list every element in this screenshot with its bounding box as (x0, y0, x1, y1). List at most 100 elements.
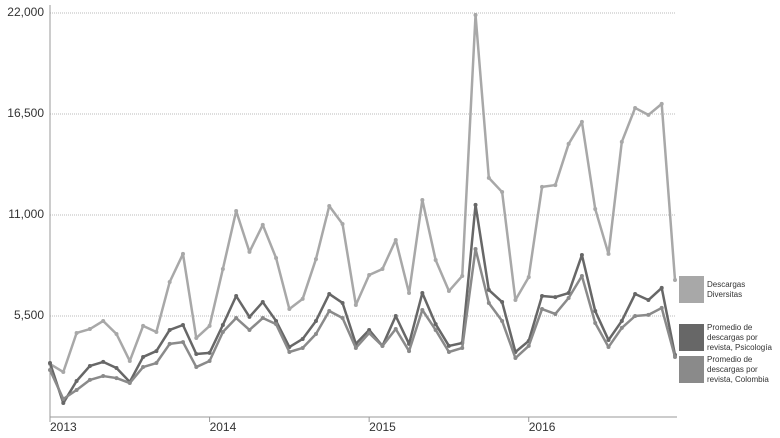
y-tick-label: 22,000 (7, 5, 44, 19)
data-point (141, 365, 146, 370)
data-point (619, 139, 624, 144)
data-point (646, 298, 651, 303)
data-point (154, 361, 159, 366)
data-point (313, 318, 318, 323)
series (48, 202, 677, 406)
data-point (180, 251, 185, 256)
data-point (500, 318, 505, 323)
x-tick-label: 2014 (210, 420, 237, 434)
data-point (87, 327, 92, 332)
legend-swatch (679, 276, 704, 303)
data-point (526, 275, 531, 280)
legend-label: Promedio de descargas por revista, Colom… (707, 354, 769, 384)
data-point (154, 349, 159, 354)
data-point (220, 266, 225, 271)
data-point (579, 119, 584, 124)
data-point (313, 331, 318, 336)
data-point (606, 251, 611, 256)
data-point (260, 222, 265, 227)
data-point (340, 221, 345, 226)
legend-swatch (679, 324, 704, 351)
data-point (540, 307, 545, 312)
data-point (127, 358, 132, 363)
data-point (593, 206, 598, 211)
data-point (74, 388, 79, 393)
data-point (340, 316, 345, 321)
series-line (48, 203, 677, 405)
data-point (101, 359, 106, 364)
data-point (473, 246, 478, 251)
data-point (673, 354, 677, 359)
data-point (287, 307, 292, 312)
data-point (207, 323, 212, 328)
data-point (500, 300, 505, 305)
data-point (433, 327, 438, 332)
data-point (473, 13, 478, 18)
data-point (300, 336, 305, 341)
data-point (633, 105, 638, 110)
data-point (48, 361, 52, 366)
data-point (167, 280, 172, 285)
data-point (367, 273, 372, 278)
data-point (74, 330, 79, 335)
x-tick-label: 2016 (529, 420, 556, 434)
data-point (207, 350, 212, 355)
data-point (194, 365, 199, 370)
series (48, 246, 677, 402)
data-point (367, 327, 372, 332)
data-point (340, 300, 345, 305)
series-line (49, 13, 677, 374)
data-point (220, 329, 225, 334)
data-point (673, 278, 677, 283)
data-point (486, 287, 491, 292)
data-point (446, 289, 451, 294)
data-point (300, 345, 305, 350)
data-point (433, 257, 438, 262)
data-point (353, 302, 358, 307)
data-point (579, 273, 584, 278)
series-line (48, 247, 677, 401)
data-point (313, 257, 318, 262)
data-point (420, 197, 425, 202)
data-point (114, 331, 119, 336)
data-point (407, 349, 412, 354)
data-point (486, 300, 491, 305)
data-point (274, 318, 279, 323)
data-point (167, 341, 172, 346)
data-point (234, 316, 239, 321)
data-point (274, 255, 279, 260)
data-point (460, 273, 465, 278)
data-point (593, 309, 598, 314)
data-point (393, 314, 398, 318)
data-point (247, 314, 252, 319)
data-point (646, 312, 651, 317)
data-point (367, 331, 372, 336)
data-point (167, 327, 172, 332)
y-tick-label: 11,000 (8, 207, 44, 221)
data-point (114, 376, 119, 381)
data-point (420, 291, 425, 296)
data-point (446, 349, 451, 354)
data-point (61, 370, 66, 375)
data-point (247, 327, 252, 332)
data-point (526, 343, 531, 348)
data-point (154, 329, 159, 334)
data-point (260, 316, 265, 321)
data-point (606, 345, 611, 350)
data-point (300, 296, 305, 301)
data-point (220, 322, 225, 327)
data-point (553, 295, 558, 300)
data-point (633, 291, 638, 296)
data-point (473, 202, 478, 207)
data-point (180, 340, 185, 345)
data-point (407, 291, 412, 296)
data-point (659, 305, 664, 310)
y-tick-label: 16,500 (7, 106, 44, 120)
legend-label: Promedio de descargas por revista, Psico… (707, 322, 772, 352)
data-point (553, 311, 558, 316)
data-point (48, 367, 52, 372)
data-point (420, 307, 425, 312)
data-point (579, 253, 584, 258)
legend-label: Descargas Diversitas (707, 279, 746, 299)
